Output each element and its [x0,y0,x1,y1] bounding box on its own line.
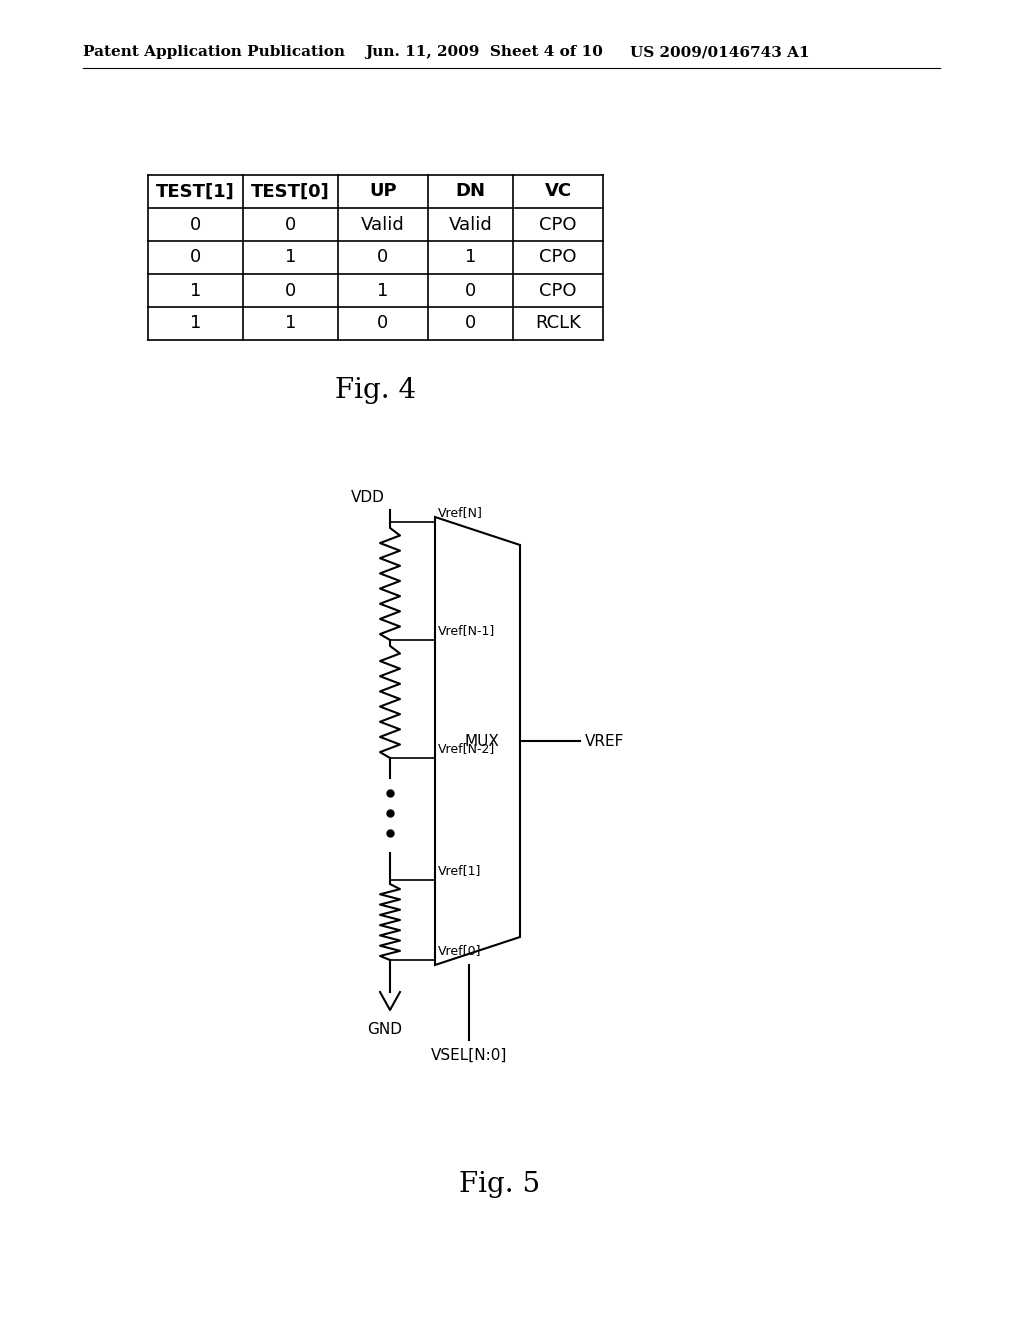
Text: TEST[1]: TEST[1] [156,182,234,201]
Text: Fig. 5: Fig. 5 [460,1172,541,1199]
Text: Patent Application Publication: Patent Application Publication [83,45,345,59]
Text: Vref[N-2]: Vref[N-2] [438,742,496,755]
Text: RCLK: RCLK [536,314,581,333]
Text: GND: GND [368,1022,402,1038]
Text: VC: VC [545,182,571,201]
Text: 0: 0 [465,314,476,333]
Text: 1: 1 [285,248,296,267]
Text: UP: UP [370,182,397,201]
Text: Vref[0]: Vref[0] [438,944,481,957]
Text: 1: 1 [285,314,296,333]
Text: 0: 0 [189,215,201,234]
Text: 0: 0 [378,248,389,267]
Text: 1: 1 [189,314,201,333]
Text: TEST[0]: TEST[0] [251,182,330,201]
Text: US 2009/0146743 A1: US 2009/0146743 A1 [630,45,810,59]
Text: CPO: CPO [540,281,577,300]
Text: 0: 0 [465,281,476,300]
Text: Jun. 11, 2009  Sheet 4 of 10: Jun. 11, 2009 Sheet 4 of 10 [365,45,603,59]
Text: 1: 1 [189,281,201,300]
Text: Fig. 4: Fig. 4 [335,376,416,404]
Text: DN: DN [456,182,485,201]
Text: 0: 0 [378,314,389,333]
Text: Vref[N-1]: Vref[N-1] [438,624,496,638]
Text: VREF: VREF [585,734,625,748]
Text: Vref[N]: Vref[N] [438,506,483,519]
Text: 1: 1 [465,248,476,267]
Text: Vref[1]: Vref[1] [438,865,481,876]
Text: 0: 0 [285,215,296,234]
Text: 1: 1 [377,281,389,300]
Text: CPO: CPO [540,248,577,267]
Text: 0: 0 [189,248,201,267]
Text: Valid: Valid [361,215,404,234]
Text: Valid: Valid [449,215,493,234]
Text: VSEL[N:0]: VSEL[N:0] [431,1048,507,1063]
Text: 0: 0 [285,281,296,300]
Text: CPO: CPO [540,215,577,234]
Text: MUX: MUX [464,734,499,748]
Text: VDD: VDD [351,490,385,506]
